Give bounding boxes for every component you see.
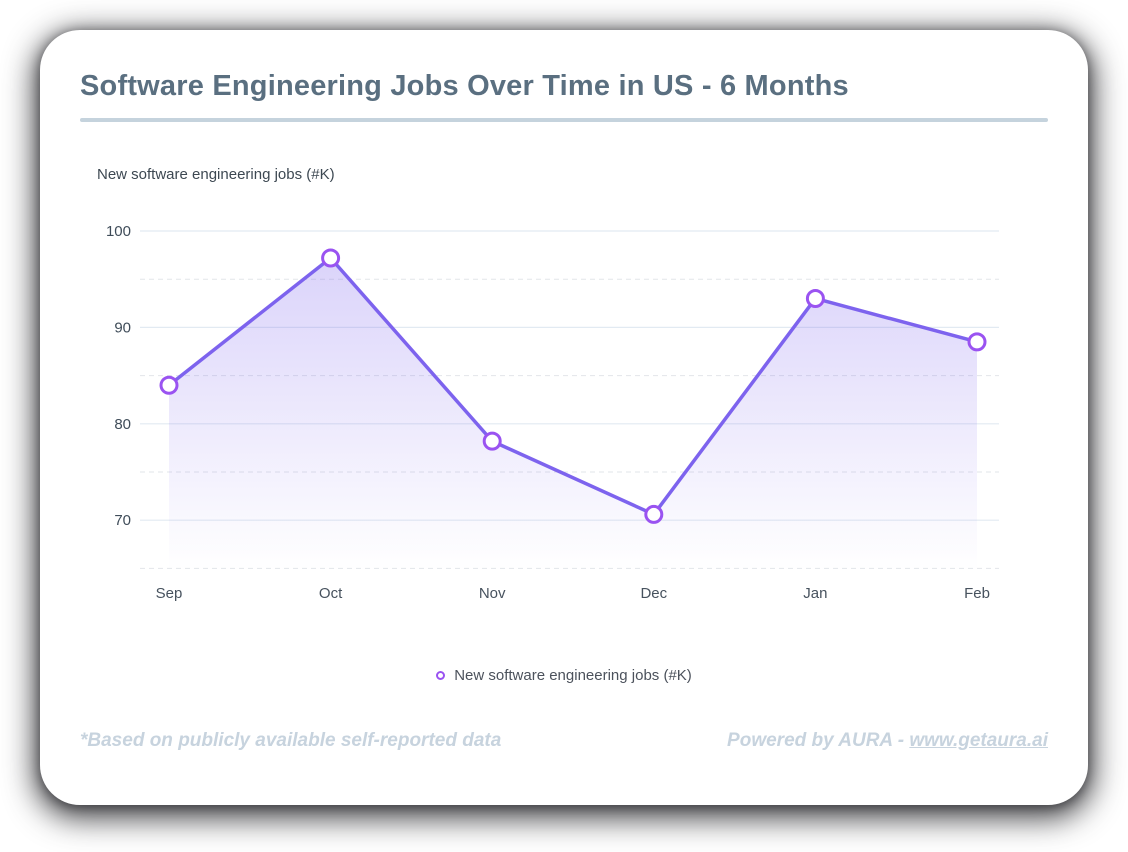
data-point-feb[interactable] — [967, 332, 987, 352]
legend-label: New software engineering jobs (#K) — [454, 667, 692, 684]
footnote: *Based on publicly available self-report… — [80, 730, 502, 751]
y-tick-label: 90 — [114, 319, 131, 336]
page-title: Software Engineering Jobs Over Time in U… — [80, 70, 849, 102]
x-tick-label: Oct — [319, 585, 343, 602]
y-tick-label: 80 — [114, 416, 131, 433]
legend-marker-icon — [436, 671, 446, 680]
x-tick-label: Sep — [156, 585, 183, 602]
data-point-dec[interactable] — [644, 504, 664, 524]
getaura-link[interactable]: www.getaura.ai — [909, 730, 1048, 751]
powered-by: Powered by AURA - www.getaura.ai — [727, 730, 1048, 752]
data-point-sep[interactable] — [159, 375, 179, 395]
series-line — [167, 256, 979, 517]
title-divider — [80, 118, 1048, 122]
chart-canvas: 100 90 80 70 Sep Oct Nov Dec Jan Feb — [106, 223, 999, 602]
data-point-nov[interactable] — [482, 431, 502, 451]
y-tick-label: 100 — [106, 223, 131, 240]
data-point-jan[interactable] — [805, 288, 825, 308]
x-tick-label: Feb — [964, 585, 990, 602]
card-footer: *Based on publicly available self-report… — [80, 730, 1048, 752]
data-point-oct[interactable] — [321, 248, 341, 268]
y-axis-title: New software engineering jobs (#K) — [97, 166, 335, 183]
x-tick-label: Jan — [803, 585, 827, 602]
y-tick-label: 70 — [114, 512, 131, 529]
area-fill — [169, 257, 977, 571]
x-tick-label: Nov — [479, 585, 506, 602]
powered-by-text: Powered by AURA - — [727, 730, 910, 751]
x-tick-label: Dec — [640, 585, 667, 602]
chart-legend: New software engineering jobs (#K) — [80, 667, 1048, 684]
chart-card: Software Engineering Jobs Over Time in U… — [40, 30, 1088, 805]
line-chart: 100 90 80 70 Sep Oct Nov Dec Jan Feb — [40, 199, 1088, 619]
